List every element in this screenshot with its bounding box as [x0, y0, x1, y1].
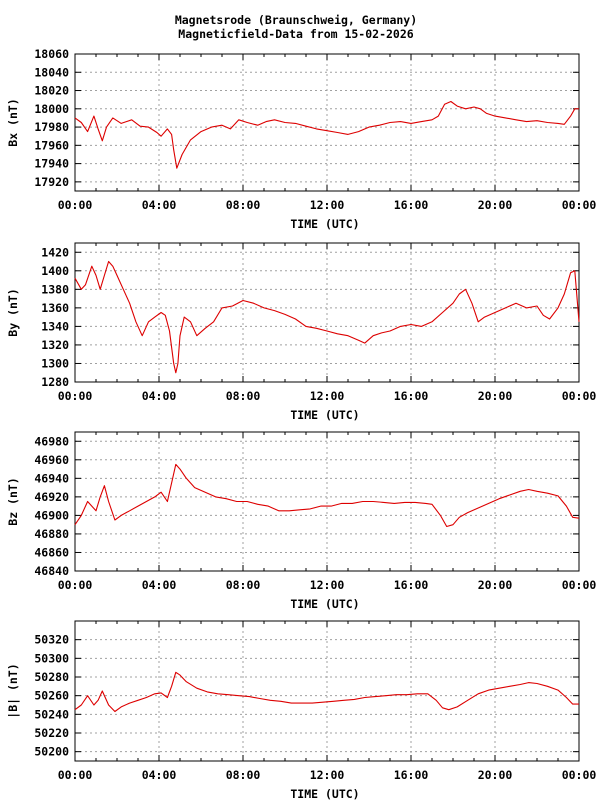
y-tick-label: 17920 — [34, 175, 69, 189]
x-tick-label: 04:00 — [142, 198, 177, 212]
x-tick-label: 00:00 — [58, 578, 93, 592]
y-tick-label: 1340 — [41, 319, 69, 333]
y-tick-label: 17960 — [34, 138, 69, 152]
y-tick-label: 46860 — [34, 545, 69, 559]
x-tick-label: 04:00 — [142, 768, 177, 782]
plot-frame — [74, 620, 580, 762]
y-tick-label: 46940 — [34, 471, 69, 485]
x-tick-label: 20:00 — [478, 578, 513, 592]
x-tick-label: 00:00 — [562, 389, 597, 403]
x-tick-label: 00:00 — [562, 198, 597, 212]
chart-title-line-2: Magneticfield-Data from 15-02-2026 — [178, 27, 413, 41]
y-tick-label: 1280 — [41, 375, 69, 389]
y-tick-label: 1300 — [41, 356, 69, 370]
y-axis-label: Bz (nT) — [6, 477, 20, 525]
x-axis-label: TIME (UTC) — [290, 597, 359, 611]
x-tick-label: 08:00 — [226, 578, 261, 592]
x-tick-label: 16:00 — [394, 198, 429, 212]
y-tick-label: 17940 — [34, 157, 69, 171]
y-tick-label: 1360 — [41, 301, 69, 315]
series-line-1 — [74, 100, 579, 169]
series-line-2 — [74, 260, 580, 374]
x-axis-label: TIME (UTC) — [290, 787, 359, 800]
panel-3: 46840 46860 46880 46900 46920 46940 46960 46980… — [6, 431, 597, 611]
x-tick-label: 00:00 — [58, 389, 93, 403]
y-axis-label: By (nT) — [6, 288, 20, 336]
y-axis-label: |B| (nT) — [6, 663, 20, 718]
y-tick-label: 50240 — [34, 707, 69, 721]
x-tick-label: 12:00 — [310, 768, 345, 782]
x-tick-label: 16:00 — [394, 389, 429, 403]
x-tick-label: 20:00 — [478, 768, 513, 782]
x-tick-label: 00:00 — [562, 768, 597, 782]
x-tick-label: 04:00 — [142, 389, 177, 403]
chart-title-line-1: Magnetsrode (Braunschweig, Germany) — [175, 13, 417, 27]
x-axis-label: TIME (UTC) — [290, 217, 359, 231]
x-tick-label: 08:00 — [226, 198, 261, 212]
x-tick-label: 16:00 — [394, 578, 429, 592]
panel-1: 17920 17940 17960 17980 18000 18020 18040 18060… — [6, 47, 596, 231]
x-tick-label: 20:00 — [478, 389, 513, 403]
y-tick-label: 46960 — [34, 453, 69, 467]
y-tick-label: 1400 — [41, 264, 69, 278]
plot-frame — [74, 53, 580, 192]
x-tick-label: 12:00 — [310, 578, 345, 592]
y-tick-label: 50260 — [34, 689, 69, 703]
x-tick-label: 16:00 — [394, 768, 429, 782]
series-line-4 — [74, 671, 579, 713]
y-tick-label: 46900 — [34, 508, 69, 522]
y-tick-label: 46920 — [34, 490, 69, 504]
x-tick-label: 00:00 — [58, 198, 93, 212]
panel-4: 50200 50220 50240 50260 50280 50300 50320 00:00… — [6, 620, 597, 800]
plot-frame — [74, 242, 580, 383]
y-tick-label: 50220 — [34, 726, 69, 740]
x-tick-label: 12:00 — [310, 389, 345, 403]
plot-frame — [74, 431, 580, 572]
chart-panels: 17920 17940 17960 17980 18000 18020 18040 18060… — [6, 47, 596, 800]
y-tick-label: 50300 — [34, 651, 69, 665]
y-tick-label: 1380 — [41, 282, 69, 296]
y-tick-label: 50200 — [34, 745, 69, 759]
x-axis-label: TIME (UTC) — [290, 408, 359, 422]
y-tick-label: 18040 — [34, 65, 69, 79]
panel-2: 1280 1300 1320 1340 1360 1380 1400 1420 00:00 04:… — [6, 242, 597, 422]
series-line-3 — [74, 463, 580, 528]
x-tick-label: 04:00 — [142, 578, 177, 592]
y-tick-label: 1320 — [41, 338, 69, 352]
y-tick-label: 46880 — [34, 527, 69, 541]
x-tick-label: 00:00 — [58, 768, 93, 782]
y-tick-label: 46840 — [34, 564, 69, 578]
x-tick-label: 12:00 — [310, 198, 345, 212]
x-tick-label: 20:00 — [478, 198, 513, 212]
x-tick-label: 00:00 — [562, 578, 597, 592]
y-axis-label: Bx (nT) — [6, 98, 20, 146]
y-tick-label: 18000 — [34, 102, 69, 116]
y-tick-label: 50320 — [34, 633, 69, 647]
y-tick-label: 46980 — [34, 434, 69, 448]
y-tick-label: 18020 — [34, 84, 69, 98]
y-tick-label: 1420 — [41, 245, 69, 259]
y-tick-label: 18060 — [34, 47, 69, 61]
x-tick-label: 08:00 — [226, 389, 261, 403]
x-tick-label: 08:00 — [226, 768, 261, 782]
y-tick-label: 50280 — [34, 670, 69, 684]
y-tick-label: 17980 — [34, 120, 69, 134]
